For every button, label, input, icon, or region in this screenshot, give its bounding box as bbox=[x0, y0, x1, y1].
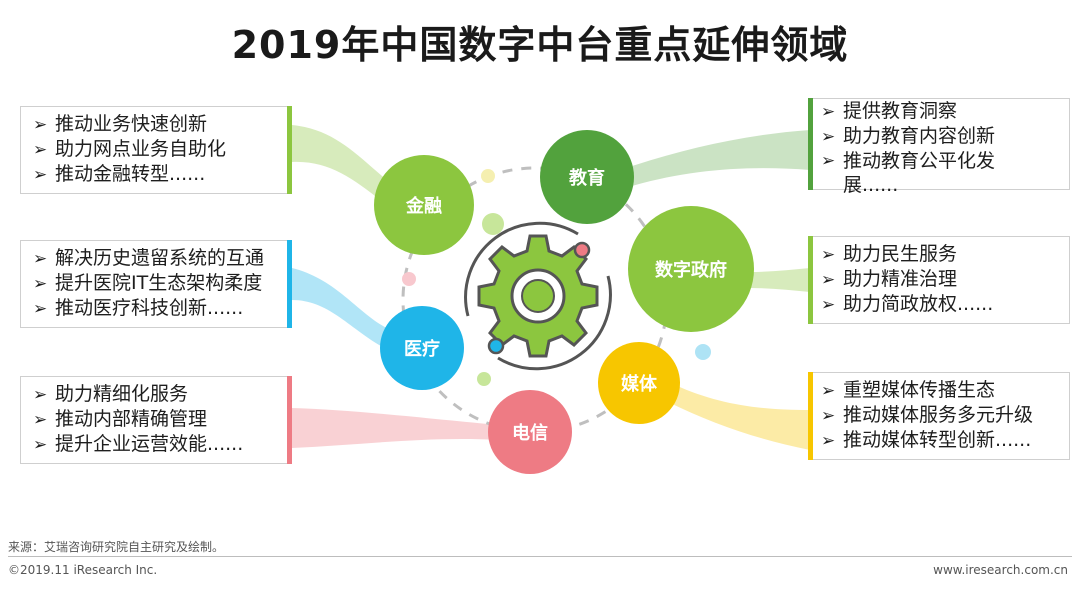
education-circle: 教育 bbox=[540, 130, 634, 224]
list-item: ➢ 推动医疗科技创新...... bbox=[33, 297, 244, 319]
list-item: ➢ 推动教育公平化发展...... bbox=[821, 150, 996, 196]
chevron-right-icon: ➢ bbox=[33, 299, 48, 319]
list-item: ➢ 推动内部精确管理 bbox=[33, 408, 208, 430]
list-item: ➢ 助力民生服务 bbox=[821, 243, 958, 265]
source-note: 来源：艾瑞咨询研究院自主研究及绘制。 bbox=[8, 540, 225, 554]
chevron-right-icon: ➢ bbox=[33, 249, 48, 269]
government-points-box: ➢ 助力民生服务 ➢ 助力精准治理 ➢ 助力简政放权...... bbox=[808, 236, 1070, 324]
media-circle: 媒体 bbox=[598, 342, 680, 424]
chevron-right-icon: ➢ bbox=[821, 431, 836, 451]
chevron-right-icon: ➢ bbox=[821, 102, 836, 122]
government-accent-bar bbox=[808, 236, 813, 324]
list-item: ➢ 助力精细化服务 bbox=[33, 383, 189, 405]
chevron-right-icon: ➢ bbox=[33, 435, 48, 455]
media-ribbon bbox=[668, 385, 810, 450]
media-accent-bar bbox=[808, 372, 813, 460]
footer-divider bbox=[8, 556, 1072, 557]
chevron-right-icon: ➢ bbox=[821, 127, 836, 147]
chevron-right-icon: ➢ bbox=[33, 115, 48, 135]
finance-accent-bar bbox=[287, 106, 292, 194]
government-ribbon bbox=[750, 268, 810, 292]
media-points-box: ➢ 重塑媒体传播生态 ➢ 推动媒体服务多元升级 ➢ 推动媒体转型创新...... bbox=[808, 372, 1070, 460]
chevron-right-icon: ➢ bbox=[33, 274, 48, 294]
list-item: ➢ 提升企业运营效能...... bbox=[33, 433, 244, 455]
list-item: ➢ 助力精准治理 bbox=[821, 268, 958, 290]
accent-dot bbox=[477, 372, 491, 386]
copyright-text: ©2019.11 iResearch Inc. bbox=[8, 563, 158, 577]
healthcare-circle: 医疗 bbox=[380, 306, 464, 390]
telecom-points-box: ➢ 助力精细化服务 ➢ 推动内部精确管理 ➢ 提升企业运营效能...... bbox=[20, 376, 292, 464]
gear-icon bbox=[464, 221, 612, 371]
list-item: ➢ 提升医院IT生态架构柔度 bbox=[33, 272, 263, 294]
finance-label: 金融 bbox=[406, 196, 442, 217]
chevron-right-icon: ➢ bbox=[821, 381, 836, 401]
healthcare-label: 医疗 bbox=[404, 339, 440, 360]
list-item: ➢ 推动媒体转型创新...... bbox=[821, 429, 1032, 451]
list-item: ➢ 助力教育内容创新 bbox=[821, 125, 996, 147]
accent-dot bbox=[402, 272, 416, 286]
telecom-ribbon bbox=[292, 408, 500, 448]
list-item: ➢ 推动金融转型...... bbox=[33, 163, 206, 185]
chevron-right-icon: ➢ bbox=[821, 270, 836, 290]
government-circle: 数字政府 bbox=[628, 206, 754, 332]
healthcare-points-box: ➢ 解决历史遗留系统的互通 ➢ 提升医院IT生态架构柔度 ➢ 推动医疗科技创新....… bbox=[20, 240, 292, 328]
media-label: 媒体 bbox=[621, 374, 657, 395]
telecom-label: 电信 bbox=[512, 423, 548, 444]
education-ribbon bbox=[620, 130, 810, 188]
website-link[interactable]: www.iresearch.com.cn bbox=[933, 563, 1068, 577]
chevron-right-icon: ➢ bbox=[821, 295, 836, 315]
telecom-accent-bar bbox=[287, 376, 292, 464]
list-item: ➢ 提供教育洞察 bbox=[821, 100, 958, 122]
education-accent-bar bbox=[808, 98, 813, 190]
chevron-right-icon: ➢ bbox=[33, 385, 48, 405]
list-item: ➢ 助力网点业务自助化 bbox=[33, 138, 227, 160]
healthcare-ribbon bbox=[292, 268, 395, 350]
telecom-circle: 电信 bbox=[488, 390, 572, 474]
list-item: ➢ 推动业务快速创新 bbox=[33, 113, 208, 135]
chevron-right-icon: ➢ bbox=[821, 245, 836, 265]
accent-dot bbox=[482, 213, 504, 235]
chevron-right-icon: ➢ bbox=[33, 165, 48, 185]
page-title: 2019年中国数字中台重点延伸领域 bbox=[231, 23, 849, 67]
chevron-right-icon: ➢ bbox=[33, 410, 48, 430]
list-item: ➢ 助力简政放权...... bbox=[821, 293, 994, 315]
finance-circle: 金融 bbox=[374, 155, 474, 255]
accent-dot bbox=[481, 169, 495, 183]
accent-dot bbox=[695, 344, 711, 360]
chevron-right-icon: ➢ bbox=[821, 406, 836, 426]
healthcare-accent-bar bbox=[287, 240, 292, 328]
list-item: ➢ 推动媒体服务多元升级 bbox=[821, 404, 1034, 426]
list-item: ➢ 重塑媒体传播生态 bbox=[821, 379, 996, 401]
education-label: 教育 bbox=[569, 168, 605, 189]
list-item: ➢ 解决历史遗留系统的互通 bbox=[33, 247, 265, 269]
chevron-right-icon: ➢ bbox=[33, 140, 48, 160]
chevron-right-icon: ➢ bbox=[821, 151, 836, 171]
government-label: 数字政府 bbox=[655, 260, 727, 281]
education-points-box: ➢ 提供教育洞察 ➢ 助力教育内容创新 ➢ 推动教育公平化发展...... bbox=[808, 98, 1070, 196]
finance-points-box: ➢ 推动业务快速创新 ➢ 助力网点业务自助化 ➢ 推动金融转型...... bbox=[20, 106, 292, 194]
